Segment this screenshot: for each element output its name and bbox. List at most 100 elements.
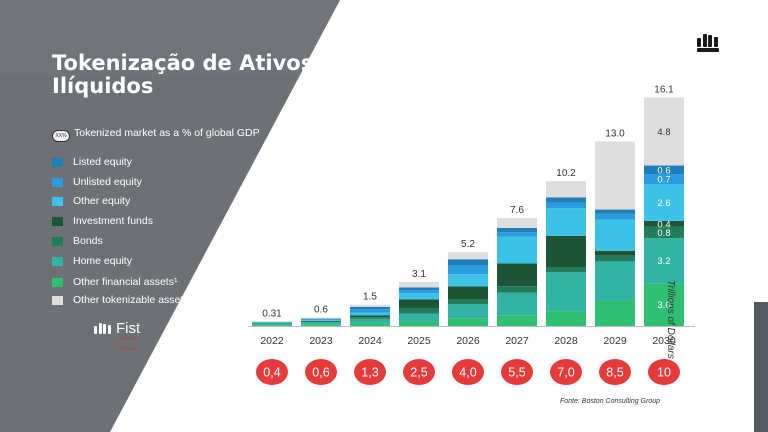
bar-segment (644, 184, 684, 221)
bar-segment (644, 226, 684, 238)
gdp-badge (452, 359, 484, 385)
x-tick-label: 2029 (603, 335, 627, 347)
legend-label: Investment funds (73, 215, 153, 227)
source-note: Fonte: Boston Consulting Group (560, 398, 661, 405)
legend-swatch (52, 277, 63, 287)
segment-value-label: 4.8 (657, 127, 670, 138)
legend-swatch (52, 196, 63, 206)
legend-gdp-label: Tokenized market as a % of global GDP (74, 127, 260, 139)
x-tick-label: 2024 (358, 335, 382, 347)
bar-segment (595, 213, 635, 220)
legend-label: Other equity (73, 195, 131, 207)
bar-segment (644, 237, 684, 284)
bar-segment (399, 313, 439, 322)
segment-value-label: 0.6 (657, 165, 670, 176)
bar-segment (448, 299, 488, 304)
legend-label: Listed equity (73, 156, 132, 168)
bar-segment (350, 309, 390, 313)
x-tick-label: 2026 (456, 335, 480, 347)
bar-segment (497, 292, 537, 316)
bar-total-label: 5.2 (461, 239, 475, 250)
bar-segment (644, 165, 684, 175)
bar-segment (301, 324, 341, 326)
segment-value-label: 0.8 (657, 228, 670, 239)
legend-item-home-equity: Home equity (52, 255, 132, 267)
bar-segment (448, 274, 488, 287)
gdp-badge (648, 359, 680, 385)
fist-logo-text: Fist (116, 320, 141, 337)
legend-label: Other financial assets¹ (73, 276, 178, 288)
x-tick-label: 2028 (554, 335, 578, 347)
gdp-badge (599, 359, 631, 385)
bar-segment (448, 252, 488, 260)
legend-item-other-equity: Other equity (52, 195, 130, 207)
segment-value-label: 0.4 (657, 219, 670, 230)
bar-segment (448, 318, 488, 326)
fist-logo-subtitle: EVENTS & FORUMS (116, 336, 140, 351)
bar-segment (350, 312, 390, 316)
bar-segment (497, 315, 537, 326)
bar-segment (301, 319, 341, 321)
bar-segment (448, 259, 488, 266)
bar-segment (399, 281, 439, 288)
bar-segment (350, 317, 390, 319)
fist-logo: Fist EVENTS & FORUMS (94, 320, 141, 351)
bar-segment (644, 283, 684, 326)
bar-segment (497, 218, 537, 229)
bar-segment (448, 303, 488, 319)
gdp-badge-label: 1,3 (361, 366, 378, 380)
bar-total-label: 3.1 (412, 269, 426, 280)
bar-segment (595, 141, 635, 210)
bar-segment (301, 320, 341, 322)
bar-segment (399, 293, 439, 300)
segment-value-label: 0.7 (657, 175, 670, 186)
legend-label: Bonds (73, 235, 103, 247)
gdp-badge-label: 2,5 (410, 366, 427, 380)
gdp-badge-label: 0,6 (312, 366, 329, 380)
bar-segment (497, 286, 537, 293)
right-edge-bar (754, 302, 768, 432)
legend-item-investment-funds: Investment funds (52, 215, 153, 227)
segment-value-label: 2.6 (657, 198, 670, 209)
bar-segment (497, 236, 537, 264)
x-tick-label: 2030 (652, 335, 676, 347)
legend-label: Home equity (73, 255, 132, 267)
bar-segment (497, 232, 537, 237)
dark-panel (0, 0, 340, 432)
top-right-logo-icon (697, 34, 719, 52)
bar-segment (546, 272, 586, 312)
bar-segment (301, 317, 341, 319)
bar-segment (399, 290, 439, 294)
bar-segment (350, 306, 390, 310)
gdp-badge (403, 359, 435, 385)
x-tick-label: 2023 (309, 335, 333, 347)
gdp-badge (354, 359, 386, 385)
gdp-badge-icon: XX% (52, 130, 70, 142)
bar-segment (301, 320, 341, 321)
bar-segment (595, 209, 635, 214)
bar-segment (350, 304, 390, 307)
bar-total-label: 10.2 (556, 168, 576, 179)
legend-swatch (52, 157, 63, 167)
page-title: Tokenização de Ativos Ilíquidos (52, 51, 314, 98)
bar-segment (644, 97, 684, 166)
bar-segment (497, 228, 537, 233)
bar-segment (301, 322, 341, 325)
y-axis-unit-label: Trillions of Dollars (665, 280, 676, 359)
gdp-badge-label: 10 (657, 366, 671, 380)
bar-segment (350, 323, 390, 326)
gdp-badge-label: 7,0 (557, 366, 574, 380)
legend-item-bonds: Bonds (52, 235, 103, 247)
bar-segment (252, 323, 292, 326)
bar-segment (644, 220, 684, 227)
bar-total-label: 16.1 (654, 84, 674, 95)
bar-segment (350, 315, 390, 318)
bar-segment (644, 174, 684, 184)
bar-segment (546, 311, 586, 326)
gdp-badge (256, 359, 288, 385)
bar-total-label: 13.0 (605, 128, 625, 139)
bar-segment (399, 287, 439, 291)
